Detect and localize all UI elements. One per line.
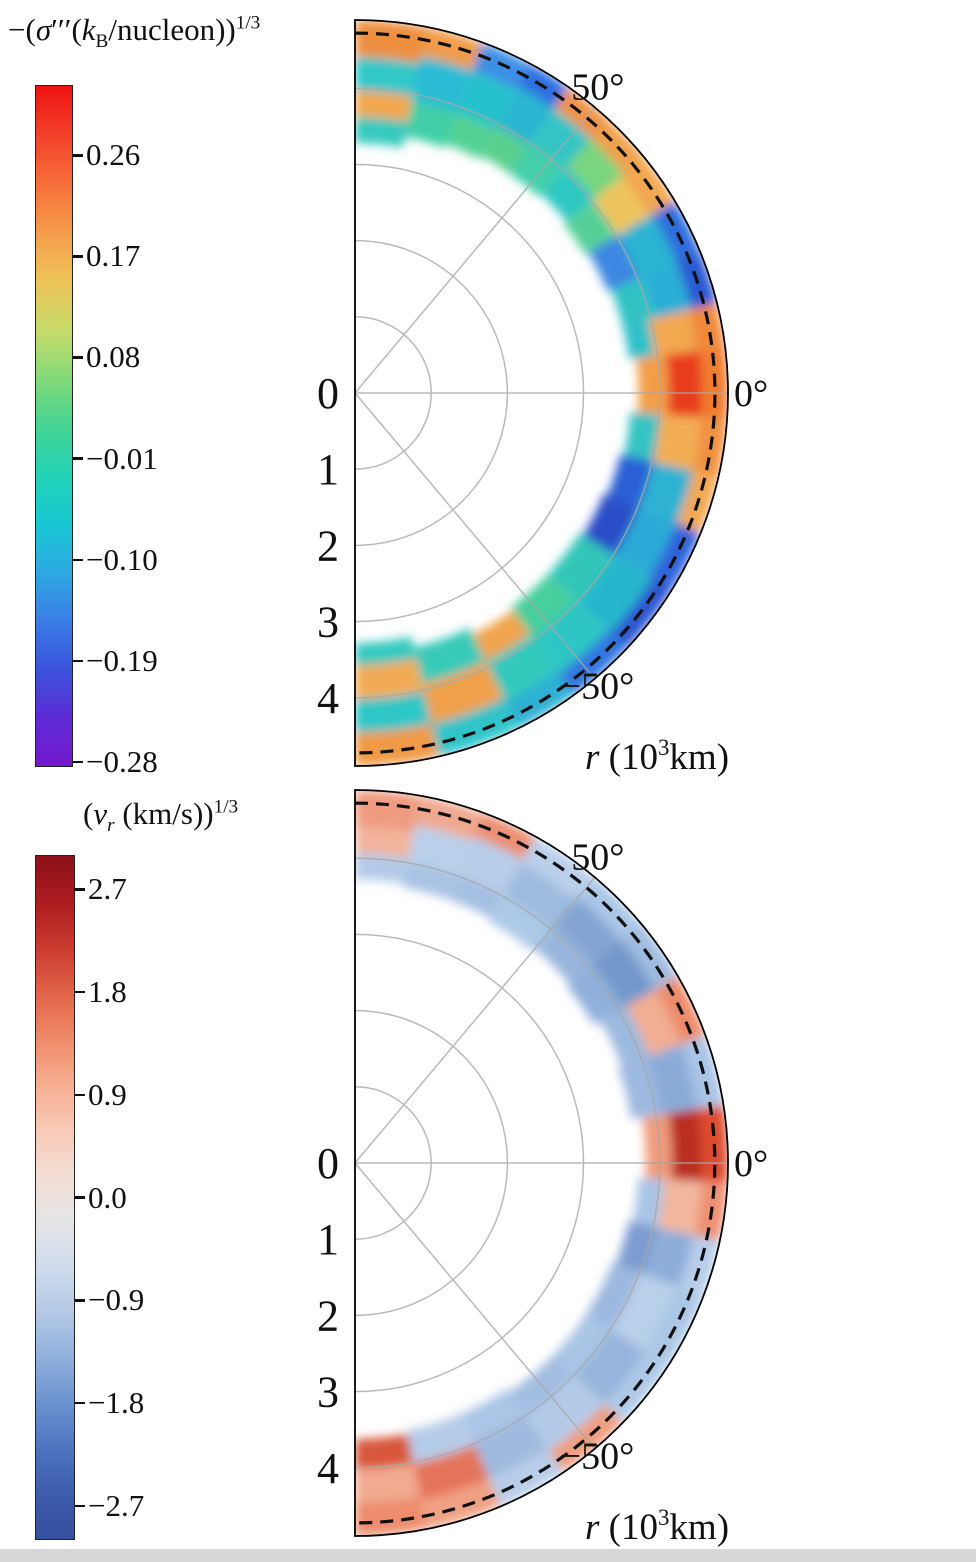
- theta-label-52: 50°: [571, 67, 624, 109]
- r-tick-4: 4: [317, 1444, 339, 1493]
- r-tick-2: 2: [317, 1291, 339, 1340]
- label-part: ′′′: [51, 12, 72, 47]
- colorbar-tick-label: 0.17: [86, 238, 141, 274]
- theta-label-52: 50°: [571, 837, 624, 879]
- r-tick-1: 1: [317, 445, 339, 494]
- colorbar-tick-mark: [75, 1504, 85, 1508]
- r-tick-4: 4: [317, 674, 339, 723]
- colorbar-gradient: [36, 86, 72, 766]
- polar-heatmap-entropy: 50° 0° −50° 0 1 2 3 4 r (103km): [317, 19, 768, 778]
- colorbar-tick-label: −0.9: [88, 1282, 145, 1318]
- colorbar-tick-label: 0.9: [88, 1076, 127, 1112]
- colorbar-velocity: [35, 855, 75, 1540]
- colorbar-tick-label: 0.26: [86, 137, 141, 173]
- radial-axis-label: r (103km): [585, 1505, 729, 1548]
- colorbar-tick-mark: [75, 888, 85, 891]
- screenshot-edge-strip: [0, 1549, 976, 1562]
- r-tick-3: 3: [317, 1368, 339, 1417]
- colorbar-tick-label: −0.19: [86, 642, 158, 678]
- label-part: k: [81, 12, 96, 47]
- theta-label--50: −50°: [560, 666, 635, 708]
- label-part: v: [93, 796, 108, 831]
- heat-shell: [355, 20, 728, 766]
- axes-spine: [354, 789, 729, 1537]
- label-part: 1/3: [213, 796, 239, 818]
- colorbar-tick-mark: [73, 659, 83, 663]
- colorbar-gradient: [36, 856, 74, 1539]
- colorbar-tick-mark: [73, 760, 83, 764]
- panel-entropy-condition: −(σ′′′(kB/nucleon))1/3 50° 0° −50° 0 1 2 3 4 r (…: [8, 12, 768, 779]
- theta-label--50: −50°: [560, 1436, 635, 1478]
- colorbar-tick-mark: [73, 255, 83, 258]
- theta-label-0: 0°: [734, 373, 768, 415]
- label-part: B: [95, 31, 109, 53]
- colorbar-tick-mark: [73, 558, 83, 561]
- colorbar-tick-label: −2.7: [88, 1487, 145, 1523]
- colorbar-tick-mark: [73, 154, 83, 157]
- label-part: 1/3: [235, 12, 261, 34]
- r-tick-0: 0: [317, 1139, 339, 1188]
- colorbar-tick-mark: [75, 1093, 85, 1097]
- colorbar-tick-label: −0.28: [86, 743, 158, 779]
- label-part: σ: [35, 12, 52, 47]
- label-part: −(: [8, 12, 36, 47]
- colorbar-tick-mark: [73, 356, 83, 359]
- colorbar-tick-mark: [75, 1299, 85, 1302]
- r-tick-1: 1: [317, 1215, 339, 1264]
- axes-spine: [354, 19, 729, 767]
- colorbar-tick-label: 1.8: [88, 974, 127, 1009]
- panel-radial-velocity: (vr (km/s))1/3 50° 0° −50° 0 1 2 3 4 r (103km) 2…: [0, 788, 976, 1562]
- dashed-reference-arc: [354, 801, 717, 1525]
- colorbar-tick-mark: [73, 457, 83, 460]
- r-tick-3: 3: [317, 598, 339, 647]
- colorbar-tick-label: 0.0: [88, 1179, 127, 1215]
- colorbar-tick-label: 0.08: [86, 339, 141, 375]
- colorbar-tick-label: 2.7: [88, 871, 127, 907]
- r-tick-0: 0: [317, 369, 339, 418]
- polar-heatmap-velocity: 50° 0° −50° 0 1 2 3 4 r (103km): [317, 789, 768, 1548]
- polar-grid: [354, 857, 728, 1469]
- colorbar-entropy: [35, 85, 73, 767]
- radial-axis-label: r (103km): [585, 735, 729, 778]
- colorbar-tick-label: −1.8: [88, 1385, 145, 1420]
- colorbar-title-entropy: −(σ′′′(kB/nucleon))1/3: [8, 12, 260, 53]
- colorbar-tick-label: −0.01: [86, 440, 158, 476]
- label-part: (km/s)): [114, 796, 214, 831]
- colorbar-tick-label: −0.10: [86, 541, 158, 577]
- colorbar-tick-mark: [75, 1196, 85, 1199]
- label-part: (: [83, 796, 94, 831]
- label-part: r: [107, 815, 115, 837]
- colorbar-tick-mark: [75, 990, 85, 994]
- label-part: (: [71, 12, 82, 47]
- dashed-reference-arc: [354, 31, 717, 755]
- theta-label-0: 0°: [734, 1143, 768, 1185]
- colorbar-title-velocity: (vr (km/s))1/3: [83, 796, 238, 837]
- label-part: /nucleon)): [108, 12, 236, 47]
- colorbar-tick-mark: [75, 1401, 85, 1405]
- r-tick-2: 2: [317, 521, 339, 570]
- polar-grid: [354, 87, 728, 699]
